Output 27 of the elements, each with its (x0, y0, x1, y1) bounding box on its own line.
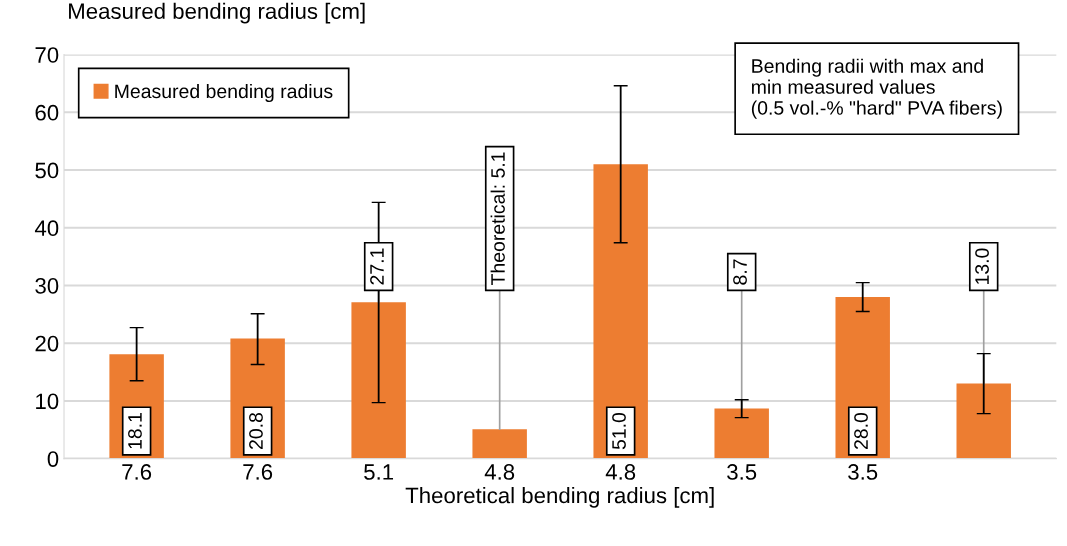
y-tick-label: 30 (35, 278, 59, 294)
y-tick-label: 0 (47, 451, 59, 467)
y-tick-label: 50 (35, 162, 59, 179)
x-axis-title: Theoretical bending radius [cm] (405, 486, 714, 508)
x-tick-label: 3.5 (727, 464, 757, 480)
y-tick-label: 60 (35, 104, 59, 121)
data-label: 18.1 (128, 413, 142, 449)
y-tick-label: 10 (36, 393, 59, 410)
y-axis-title: Measured bending radius [cm] (69, 2, 365, 24)
data-label: 13.0 (975, 248, 989, 284)
x-tick-label: 4.8 (484, 464, 515, 480)
y-tick-label: 70 (35, 47, 59, 63)
data-label: Theoretical: 5.1 (490, 152, 505, 286)
x-tick-label: 5.1 (364, 464, 394, 480)
x-tick-label: 7.6 (243, 464, 273, 480)
legend-label: Measured bending radius (115, 83, 333, 103)
annotation: Bending radii with max and min measured values (0.5 vol.-% "hard" PVA fibers) (751, 58, 1002, 119)
y-tick-label: 20 (35, 335, 59, 352)
y-tick-label: 40 (34, 220, 59, 237)
x-tick-label: 7.6 (122, 464, 152, 480)
data-label: 51.0 (612, 412, 626, 450)
data-label: 27.1 (370, 248, 384, 285)
data-label: 28.0 (854, 412, 868, 449)
data-label: 8.7 (733, 259, 747, 285)
data-label: 20.8 (249, 412, 263, 449)
x-tick-label: 4.8 (605, 464, 636, 480)
x-tick-label: 3.5 (848, 464, 878, 480)
